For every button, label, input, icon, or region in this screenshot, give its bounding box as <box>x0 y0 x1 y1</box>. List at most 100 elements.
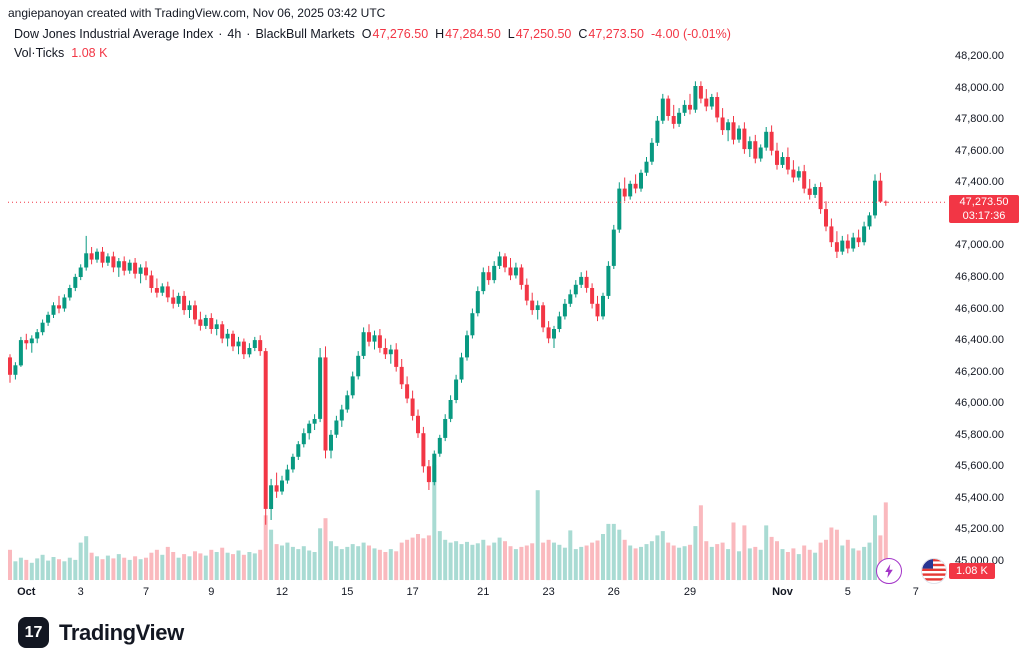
volume-bar <box>323 518 328 580</box>
volume-bar <box>824 539 828 581</box>
volume-bar <box>383 552 388 580</box>
volume-bar <box>8 549 12 580</box>
candle-body <box>639 172 643 189</box>
candle-body <box>51 305 56 315</box>
candle-body <box>840 240 845 252</box>
candle-body <box>35 332 40 339</box>
volume-bar <box>209 549 214 580</box>
volume-bar <box>486 545 491 580</box>
candle-body <box>503 256 507 268</box>
volume-bar <box>133 556 138 580</box>
volume-bar <box>241 554 246 580</box>
time-tick-label: 17 <box>406 586 419 598</box>
volume-bar <box>236 550 241 580</box>
candle-body <box>486 272 491 281</box>
volume-bar <box>285 542 290 580</box>
candle-body <box>813 187 818 195</box>
volume-bar <box>334 546 339 580</box>
candle-body <box>481 272 486 292</box>
candle-body <box>845 240 850 249</box>
open-label: O <box>361 27 372 41</box>
price-tick-label: 45,200.00 <box>955 523 1004 536</box>
time-tick-label: 9 <box>208 586 215 598</box>
volume-bar <box>301 546 306 580</box>
candle-body <box>220 324 225 339</box>
volume-bar <box>345 546 350 580</box>
candle-body <box>655 120 660 143</box>
price-tick-label: 46,400.00 <box>955 334 1004 347</box>
low-value: 47,250.50 <box>515 27 572 41</box>
candle-body <box>388 349 393 355</box>
candle-body <box>530 300 535 311</box>
close-value: 47,273.50 <box>588 27 644 41</box>
candle-body <box>18 340 23 366</box>
candle-body <box>437 437 442 454</box>
volume-bar <box>519 546 524 580</box>
candle-body <box>405 384 410 399</box>
candle-body <box>296 444 301 457</box>
volume-bar <box>562 547 567 580</box>
candle-body <box>13 365 18 375</box>
symbol-flag-button[interactable] <box>921 558 947 584</box>
volume-bar <box>666 542 671 580</box>
volume-bar <box>312 552 317 580</box>
volume-bar <box>329 541 333 580</box>
candle-body <box>111 256 116 268</box>
volume-bar <box>573 549 578 580</box>
time-tick-label: 26 <box>607 586 620 598</box>
candle-body <box>67 288 72 298</box>
volume-bar <box>497 537 502 580</box>
tradingview-logo-text: TradingView <box>59 619 184 645</box>
price-tick-label: 47,800.00 <box>955 113 1004 126</box>
candle-body <box>579 276 584 285</box>
candle-body <box>519 267 524 285</box>
tradingview-logo[interactable]: 17 TradingView <box>18 617 184 648</box>
volume-legend[interactable]: Vol·Ticks 1.08 K <box>14 46 107 60</box>
volume-bar <box>350 544 355 580</box>
volume-bar <box>225 552 230 580</box>
volume-bar <box>530 543 535 580</box>
candle-body <box>8 357 12 375</box>
time-tick-label: 5 <box>844 586 851 598</box>
candle-body <box>568 294 573 304</box>
candle-body <box>747 141 752 150</box>
price-tick-label: 46,600.00 <box>955 302 1004 315</box>
volume-bar <box>372 548 377 580</box>
candle-body <box>116 261 121 268</box>
volume-bar <box>144 557 148 580</box>
candle-body <box>432 453 437 483</box>
instant-order-button[interactable] <box>876 558 902 584</box>
volume-bar <box>410 537 415 580</box>
volume-bar <box>606 523 611 580</box>
candle-body <box>280 480 284 492</box>
volume-bar <box>394 551 399 581</box>
last-price-badge[interactable]: 47,273.50 03:17:36 <box>949 195 1019 224</box>
volume-bar <box>437 531 442 580</box>
volume-bar <box>339 549 344 580</box>
volume-bar <box>470 544 475 580</box>
volume-bar <box>693 526 698 580</box>
price-tick-label: 45,600.00 <box>955 460 1004 473</box>
volume-bar <box>769 536 774 580</box>
candle-body <box>628 183 633 197</box>
candle-body <box>688 104 692 110</box>
time-axis[interactable]: Oct 3 7 9 12 15 17 21 23 26 29 Nov 5 7 <box>0 584 948 600</box>
candle-body <box>617 188 622 230</box>
candle-body <box>649 142 654 162</box>
legend-separator: · <box>246 27 251 41</box>
price-axis[interactable]: 48,200.00 48,000.00 47,800.00 47,600.00 47,4… <box>948 0 1024 600</box>
candle-body <box>263 351 268 509</box>
volume-bar <box>709 546 714 580</box>
symbol-broker: BlackBull Markets <box>255 27 355 41</box>
volume-bar <box>105 555 110 580</box>
volume-bar <box>698 505 703 581</box>
candle-body <box>775 150 779 165</box>
candle-body <box>367 332 371 342</box>
volume-bar <box>568 530 573 580</box>
symbol-legend[interactable]: Dow Jones Industrial Average Index · 4h · Bl… <box>14 27 731 41</box>
chart-pane[interactable] <box>0 0 1024 600</box>
volume-bar <box>231 554 235 580</box>
volume-bar <box>421 538 426 580</box>
candle-body <box>622 188 627 197</box>
candle-body <box>611 229 616 266</box>
